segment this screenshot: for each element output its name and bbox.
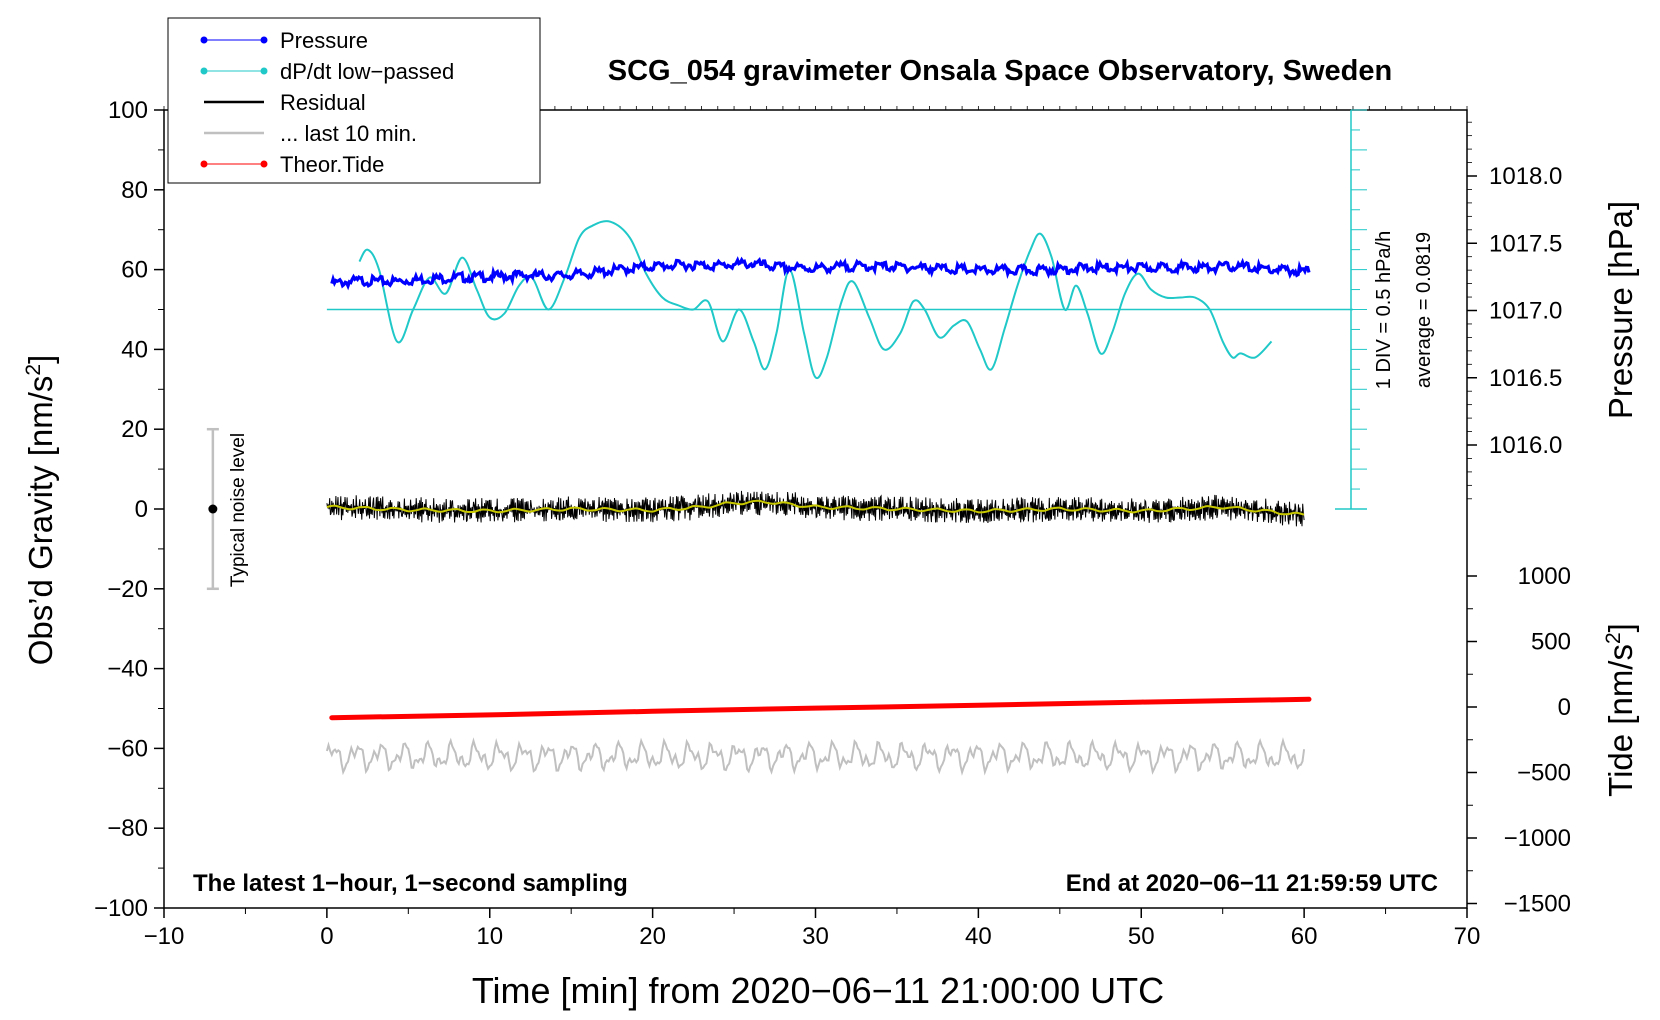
- footer-right-text: End at 2020−06−11 21:59:59 UTC: [1066, 870, 1438, 897]
- x-tick-label: 20: [639, 923, 666, 950]
- y-axis-label-tide-text: Tide [nm/s: [1602, 644, 1639, 797]
- y-axis-label-left: Obs’d Gravity [nm/s2]: [22, 355, 59, 666]
- footer-left-text: The latest 1−hour, 1−second sampling: [193, 870, 628, 897]
- legend-swatch-dot: [200, 67, 208, 75]
- y-axis-label-tide: Tide [nm/s2]: [1602, 623, 1639, 797]
- x-tick-label: 40: [965, 923, 992, 950]
- series-theor-tide-line: [329, 696, 1312, 721]
- y-left-tick-label: −40: [107, 656, 148, 683]
- tide-tick-label: −1000: [1504, 825, 1571, 852]
- y-axis-label-left-end: ]: [22, 355, 59, 364]
- series-pressure-line: [330, 256, 1311, 291]
- x-tick-label: −10: [144, 923, 185, 950]
- legend-item-label: Pressure: [280, 28, 368, 53]
- noise-level-label: Typical noise level: [228, 433, 249, 587]
- legend-swatch-dot: [200, 160, 208, 168]
- pressure-tick-label: 1017.0: [1489, 298, 1562, 325]
- legend-swatch-dot: [260, 36, 268, 44]
- legend-item-label: Residual: [280, 90, 366, 115]
- tide-tick-label: 500: [1531, 629, 1571, 656]
- tide-tick-label: −500: [1517, 760, 1571, 787]
- pressure-tick-label: 1016.0: [1489, 432, 1562, 459]
- y-left-tick-label: 40: [121, 336, 148, 363]
- y-left-tick-label: −100: [94, 895, 148, 922]
- series-dpdt-line: [358, 220, 1273, 380]
- series-last-10-min-line: [325, 737, 1306, 776]
- legend-swatch-dot: [260, 67, 268, 75]
- noise-bar-center-dot: [208, 504, 218, 514]
- y-axis-label-left-text: Obs’d Gravity [nm/s: [22, 376, 59, 666]
- series-residual-line: [326, 490, 1305, 527]
- y-left-tick-label: 0: [135, 496, 148, 523]
- y-left-tick-label: −60: [107, 735, 148, 762]
- dpdt-average-label: average = 0.0819: [1413, 232, 1435, 388]
- y-axis-label-left-sup: 2: [22, 364, 45, 376]
- y-left-tick-label: −20: [107, 576, 148, 603]
- legend-item-label: dP/dt low−passed: [280, 59, 454, 84]
- pressure-tick-label: 1016.5: [1489, 365, 1562, 392]
- x-tick-label: 10: [476, 923, 503, 950]
- series-residual-smoothed: [326, 499, 1305, 516]
- y-left-tick-label: −80: [107, 815, 148, 842]
- legend-swatch-dot: [260, 160, 268, 168]
- legend-item-label: ... last 10 min.: [280, 121, 417, 146]
- pressure-tick-label: 1018.0: [1489, 163, 1562, 190]
- legend-swatch-dot: [200, 36, 208, 44]
- legend-box: [167, 17, 541, 184]
- x-axis-label: Time [min] from 2020−06−11 21:00:00 UTC: [472, 970, 1164, 1011]
- y-left-tick-label: 80: [121, 177, 148, 204]
- x-tick-label: 60: [1291, 923, 1318, 950]
- y-axis-label-tide-end: ]: [1602, 623, 1639, 632]
- x-tick-label: 50: [1128, 923, 1155, 950]
- dpdt-scale-label: 1 DIV = 0.5 hPa/h: [1373, 231, 1395, 389]
- y-axis-label-pressure: Pressure [hPa]: [1602, 201, 1639, 419]
- tide-tick-label: 0: [1558, 694, 1571, 721]
- y-left-tick-label: 20: [121, 416, 148, 443]
- y-left-tick-label: 60: [121, 257, 148, 284]
- x-tick-label: 70: [1454, 923, 1481, 950]
- tide-tick-label: 1000: [1518, 563, 1571, 590]
- pressure-tick-label: 1017.5: [1489, 230, 1562, 257]
- tide-tick-label: −1500: [1504, 891, 1571, 918]
- x-tick-label: 30: [802, 923, 829, 950]
- legend-item-label: Theor.Tide: [280, 152, 384, 177]
- y-axis-label-tide-sup: 2: [1602, 632, 1625, 644]
- x-tick-label: 0: [320, 923, 333, 950]
- chart-title: SCG_054 gravimeter Onsala Space Observat…: [608, 55, 1392, 87]
- y-left-tick-label: 100: [108, 97, 148, 124]
